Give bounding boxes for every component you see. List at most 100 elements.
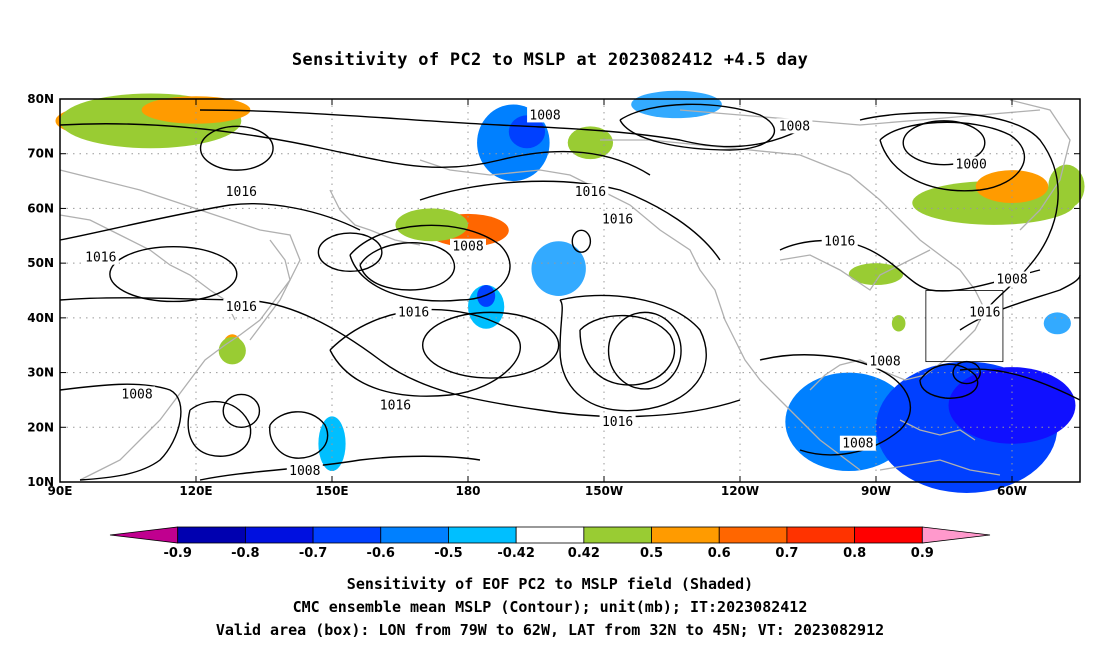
contour-label-2: 1000	[956, 158, 987, 173]
colorbar-label-6: 0.42	[568, 546, 600, 561]
isobar-1024-pacific-high	[579, 314, 676, 386]
coastline-arctic	[679, 109, 1041, 126]
isobar-1008-north	[199, 109, 801, 148]
lon-label-4: 150W	[585, 484, 623, 498]
isobar-1008-north-2	[59, 123, 651, 176]
sensitivity-patch-10	[567, 126, 614, 160]
contour-label-bg-16	[599, 413, 636, 429]
isobar-1016-mid	[419, 180, 721, 261]
mslp-contour-layer	[59, 103, 1081, 481]
colorbar-label-2: -0.7	[299, 546, 327, 561]
colorbar-label-7: 0.5	[640, 546, 663, 561]
sensitivity-patch-14	[1048, 164, 1085, 209]
colorbar-label-9: 0.7	[775, 546, 798, 561]
lat-label-5: 60N	[27, 201, 54, 215]
coastline-greenland	[1009, 99, 1071, 231]
contour-label-3: 1016	[226, 185, 257, 200]
lat-label-6: 70N	[27, 147, 54, 161]
isobar-1008-arctic	[619, 103, 776, 151]
footer-line-3: Valid area (box): LON from 79W to 62W, L…	[215, 621, 885, 639]
map-frame	[59, 98, 1081, 483]
contour-label-bg-6	[450, 238, 486, 254]
sensitivity-shading-layer	[55, 90, 1085, 493]
isobar-1008-aleutian-low	[349, 224, 511, 302]
colorbar-segment-12	[921, 526, 991, 544]
contour-label-6: 1008	[452, 240, 483, 255]
isobar-1000-aleutian-low	[359, 242, 456, 291]
contour-label-bg-2	[953, 156, 990, 172]
colorbar-segment-11	[854, 526, 923, 544]
colorbar-label-1: -0.8	[231, 546, 259, 561]
colorbar-label-0: -0.9	[163, 546, 191, 561]
contour-label-15: 1016	[380, 398, 411, 413]
contour-label-bg-12	[395, 304, 432, 320]
colorbar: -0.9 -0.8 -0.7 -0.6 -0.5 -0.42 0.42 0.5 0.6 0.7 0.…	[109, 526, 991, 561]
lon-label-0: 90E	[48, 484, 73, 498]
contour-label-7: 1016	[85, 251, 116, 266]
coastline-alaska-aleutians	[419, 159, 861, 471]
colorbar-segment-6	[515, 526, 585, 544]
lon-label-1: 120E	[179, 484, 212, 498]
coastline-asia	[59, 169, 301, 481]
high-center-layer	[109, 229, 682, 390]
sensitivity-patch-13	[975, 170, 1049, 203]
contour-label-bg-10	[966, 304, 1003, 320]
coastline-japan	[249, 239, 291, 341]
sensitivity-patch-7	[531, 241, 586, 296]
footer-line-1: Sensitivity of EOF PC2 to MSLP field (Sh…	[346, 575, 754, 593]
isobar-1000-greenland	[879, 121, 1026, 192]
contour-label-bg-9	[994, 271, 1030, 287]
colorbar-label-11: 0.9	[911, 546, 934, 561]
axis-tick-layer: 90E 120E 150E 180 150W 120W 90W 60W 10N 20N 30N 40N…	[27, 92, 1080, 498]
contour-label-bg-11	[223, 298, 260, 314]
low-center-contour-3	[222, 393, 261, 428]
contour-label-bg-3	[223, 184, 260, 200]
sensitivity-patch-2	[141, 96, 251, 124]
coastline-north-america	[600, 139, 986, 391]
plot-title: Sensitivity of PC2 to MSLP at 2023082412…	[291, 50, 809, 70]
isobar-1016-wp	[187, 400, 252, 457]
isobar-1008-gulf	[759, 354, 911, 456]
lat-label-7: 80N	[27, 92, 54, 106]
colorbar-segment-4	[380, 526, 449, 544]
contour-label-5: 1016	[602, 212, 633, 227]
contour-label-bg-18	[286, 463, 323, 479]
low-center-contour-1	[199, 125, 274, 171]
contour-label-18: 1008	[289, 464, 320, 479]
contour-label-16: 1016	[602, 415, 633, 430]
lon-label-2: 150E	[315, 484, 348, 498]
sensitivity-patch-15	[891, 315, 906, 332]
contour-label-0: 1008	[529, 108, 560, 123]
lat-label-0: 10N	[27, 475, 54, 489]
footer-line-2: CMC ensemble mean MSLP (Contour); unit(m…	[292, 598, 808, 616]
coastline-hudson	[779, 249, 931, 291]
contour-label-layer: 1008 1008 1000 1016 1016 1016 1008 1016 1016 1008…	[82, 107, 1030, 479]
contour-label-14: 1008	[121, 387, 152, 402]
lon-label-3: 180	[455, 484, 480, 498]
high-center-contour-0	[571, 229, 592, 253]
colorbar-segment-10	[786, 526, 856, 544]
colorbar-segment-2	[244, 526, 314, 544]
contour-label-bg-7	[82, 249, 119, 265]
contour-label-13: 1008	[869, 355, 900, 370]
contour-label-bg-1	[776, 118, 813, 134]
contour-label-bg-5	[599, 211, 636, 227]
colorbar-segment-0	[109, 526, 179, 544]
colorbar-segment-5	[448, 526, 517, 544]
isobar-1008-atlantic-low	[919, 363, 979, 399]
contour-label-11: 1016	[226, 300, 257, 315]
isobar-1016-north-america	[779, 239, 1041, 292]
contour-label-9: 1008	[996, 273, 1027, 288]
valid-area-box	[925, 290, 1004, 363]
contour-label-8: 1016	[824, 234, 855, 249]
sensitivity-patch-23	[1043, 312, 1071, 335]
sensitivity-patch-6	[508, 115, 546, 149]
contour-label-17: 1008	[842, 437, 873, 452]
colorbar-label-10: 0.8	[843, 546, 866, 561]
contour-label-bg-15	[377, 397, 414, 413]
high-center-contour-2	[421, 311, 560, 379]
lat-label-4: 50N	[27, 256, 54, 270]
high-center-contour-1	[607, 311, 682, 390]
coastline-south-america	[879, 459, 1001, 476]
